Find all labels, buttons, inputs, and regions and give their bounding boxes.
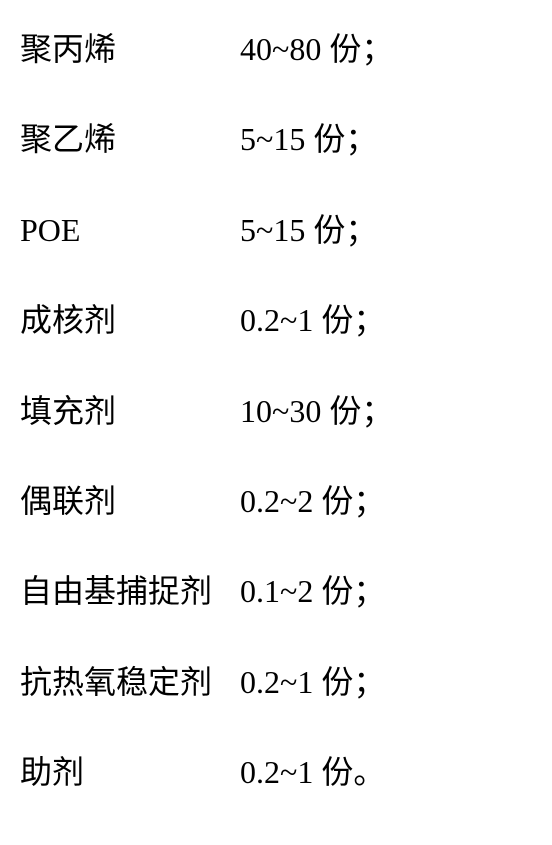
ingredient-name: 成核剂 <box>20 301 240 339</box>
ingredient-row: 聚丙烯 40~80 份； <box>20 30 532 68</box>
ingredient-row: POE 5~15 份； <box>20 211 532 249</box>
ingredient-row: 聚乙烯 5~15 份； <box>20 120 532 158</box>
ingredient-name: 助剂 <box>20 753 240 791</box>
ingredient-name: 自由基捕捉剂 <box>20 572 240 610</box>
ingredient-name: 偶联剂 <box>20 482 240 520</box>
ingredient-amount: 0.2~2 份； <box>240 482 385 520</box>
ingredient-name: 填充剂 <box>20 392 240 430</box>
ingredient-name: 聚乙烯 <box>20 120 240 158</box>
ingredient-row: 偶联剂 0.2~2 份； <box>20 482 532 520</box>
ingredient-amount: 10~30 份； <box>240 392 393 430</box>
ingredient-name: 聚丙烯 <box>20 30 240 68</box>
ingredient-amount: 0.2~1 份； <box>240 301 385 339</box>
ingredient-amount: 0.2~1 份； <box>240 663 385 701</box>
ingredient-list: 聚丙烯 40~80 份； 聚乙烯 5~15 份； POE 5~15 份； 成核剂… <box>20 30 532 792</box>
ingredient-amount: 0.2~1 份。 <box>240 753 385 791</box>
ingredient-name: POE <box>20 211 240 249</box>
ingredient-amount: 5~15 份； <box>240 211 377 249</box>
ingredient-row: 抗热氧稳定剂 0.2~1 份； <box>20 663 532 701</box>
ingredient-amount: 0.1~2 份； <box>240 572 385 610</box>
ingredient-row: 成核剂 0.2~1 份； <box>20 301 532 339</box>
ingredient-row: 填充剂 10~30 份； <box>20 392 532 430</box>
ingredient-row: 助剂 0.2~1 份。 <box>20 753 532 791</box>
ingredient-amount: 40~80 份； <box>240 30 393 68</box>
ingredient-amount: 5~15 份； <box>240 120 377 158</box>
ingredient-name: 抗热氧稳定剂 <box>20 663 240 701</box>
ingredient-row: 自由基捕捉剂 0.1~2 份； <box>20 572 532 610</box>
